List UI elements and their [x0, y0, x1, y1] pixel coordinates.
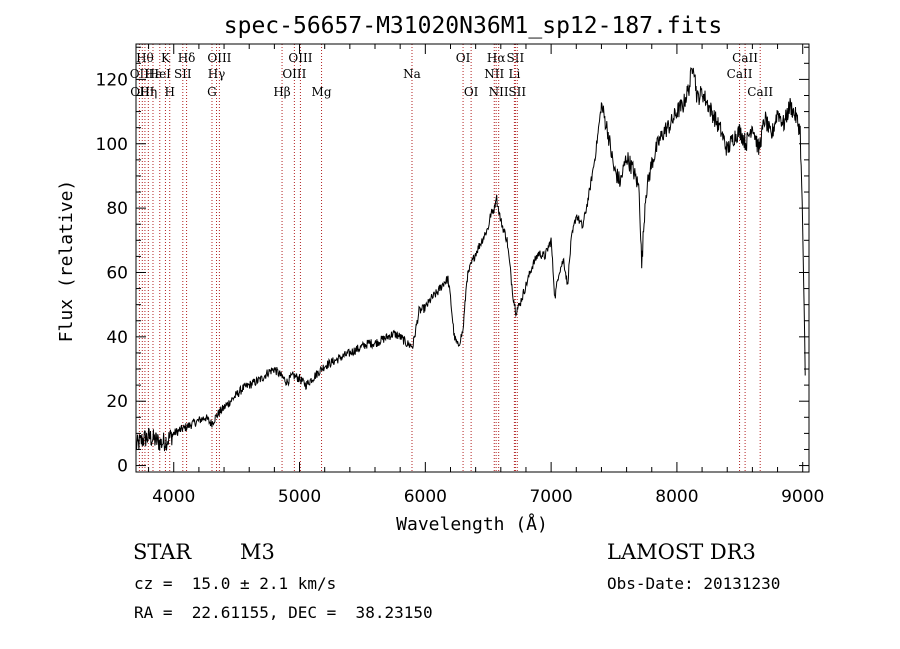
y-tick-label-1: 20 [106, 392, 128, 412]
spectral-line-label-24: SII [507, 51, 525, 65]
spectral-line-label-26: CaII [727, 67, 753, 81]
spectral-line-label-11: Hγ [208, 67, 226, 81]
plot-frame [135, 43, 810, 473]
spectral-line-label-22: NII [489, 85, 509, 99]
coordinates: RA = 22.61155, DEC = 38.23150 [134, 603, 433, 622]
x-tick-label-4: 8000 [655, 487, 698, 507]
spectral-line-label-2: Hθ [136, 51, 154, 65]
y-tick-label-5: 100 [96, 135, 128, 155]
axes-layer: 4000 5000 6000 7000 8000 9000 0 20 40 60 80 100 120 [96, 43, 824, 507]
spectral-line-label-25: SII [508, 85, 526, 99]
spectral-line-label-7: H [164, 85, 174, 99]
spectrum-line [135, 67, 806, 452]
y-tick-label-2: 40 [106, 328, 128, 348]
spectral-line-label-28: CaII [747, 85, 773, 99]
spectral-line-label-3: Hη [139, 85, 157, 99]
spectrum-layer [135, 67, 806, 452]
object-subclass: M3 [240, 540, 275, 564]
spectral-line-label-19: OI [464, 85, 479, 99]
y-tick-label-3: 60 [106, 263, 128, 283]
x-tick-label-3: 7000 [529, 487, 572, 507]
spectral-line-label-4: Hε [145, 67, 162, 81]
spectral-line-label-16: Mg [312, 85, 332, 99]
spectral-line-label-10: G [207, 85, 217, 99]
y-tick-label-0: 0 [117, 457, 128, 477]
chart-title: spec-56657-M31020N36M1_sp12-187.fits [224, 13, 723, 39]
obs-date: Obs-Date: 20131230 [607, 574, 781, 593]
redshift-value: cz = 15.0 ± 2.1 km/s [134, 574, 337, 593]
spectral-line-label-12: OIII [207, 51, 231, 65]
spectral-line-label-9: Hδ [178, 51, 196, 65]
y-axis-label: Flux (relative) [56, 180, 77, 343]
object-class: STAR [133, 540, 192, 564]
x-axis-label: Wavelength (Å) [396, 513, 548, 535]
spectral-line-label-17: Na [403, 67, 421, 81]
spectral-line-label-0: OII [130, 67, 150, 81]
y-tick-label-6: 120 [96, 70, 128, 90]
spectral-line-label-5: HeI [149, 67, 172, 81]
spectral-lines-layer: OIIOIIIHθHηHεHeIKHSIIHδGHγOIIIHβOIIIOIII… [130, 44, 773, 472]
spectral-line-label-20: NII [484, 67, 504, 81]
spectral-line-label-23: Li [508, 67, 520, 81]
x-tick-label-1: 5000 [278, 487, 321, 507]
spectral-line-label-14: OIII [282, 67, 306, 81]
spectral-line-label-18: OI [456, 51, 471, 65]
spectral-line-label-21: Hα [487, 51, 506, 65]
x-tick-label-2: 6000 [404, 487, 447, 507]
survey-name: LAMOST DR3 [607, 540, 756, 564]
y-tick-label-4: 80 [106, 199, 128, 219]
spectral-line-label-8: SII [174, 67, 192, 81]
spectral-line-label-27: CaII [732, 51, 758, 65]
spectral-line-label-6: K [161, 51, 171, 65]
spectral-line-label-15: OIII [288, 51, 312, 65]
spectrum-chart: spec-56657-M31020N36M1_sp12-187.fits OII… [56, 13, 824, 535]
x-tick-label-0: 4000 [152, 487, 195, 507]
spectral-line-label-13: Hβ [273, 85, 290, 99]
x-tick-label-5: 9000 [781, 487, 824, 507]
